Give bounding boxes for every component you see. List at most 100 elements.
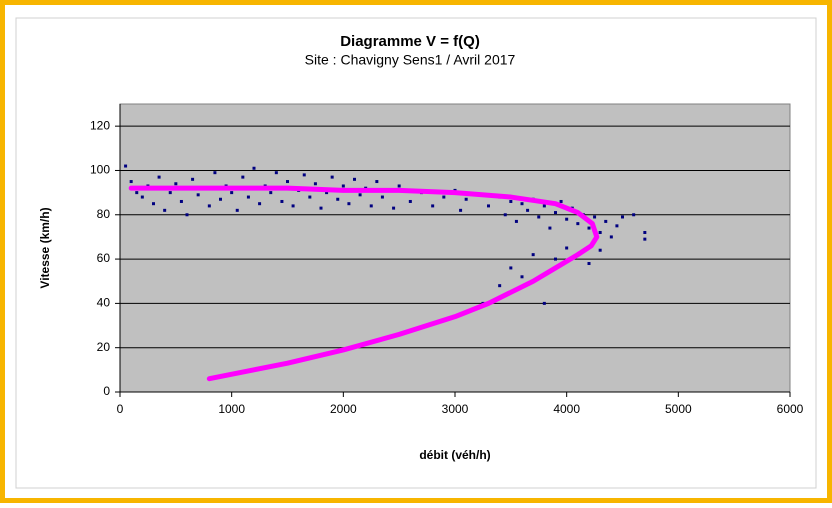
y-axis-label: Vitesse (km/h) (38, 207, 52, 288)
scatter-point (179, 199, 183, 203)
scatter-point (498, 284, 502, 288)
scatter-point (598, 248, 602, 252)
scatter-point (174, 182, 178, 186)
chart-title: Diagramme V = f(Q) (340, 33, 480, 50)
scatter-point (487, 204, 490, 208)
scatter-point (341, 184, 345, 188)
scatter-point (230, 191, 234, 195)
scatter-point (269, 191, 273, 195)
scatter-point (509, 199, 513, 203)
scatter-point (213, 171, 217, 175)
scatter-point (291, 204, 295, 208)
scatter-point (207, 204, 211, 208)
scatter-point (503, 213, 507, 217)
scatter-point (609, 235, 613, 239)
scatter-point (135, 191, 139, 195)
scatter-point (598, 230, 602, 234)
x-tick-label: 1000 (218, 402, 245, 416)
scatter-point (129, 180, 133, 184)
scatter-point (140, 195, 144, 199)
scatter-point (157, 175, 161, 179)
x-tick-label: 4000 (553, 402, 580, 416)
scatter-point (554, 257, 557, 261)
scatter-point (542, 204, 546, 208)
scatter-point (196, 193, 200, 197)
scatter-point (643, 237, 647, 241)
scatter-point (353, 177, 356, 181)
scatter-point (274, 171, 278, 175)
scatter-point (632, 213, 636, 217)
scatter-point (392, 206, 396, 210)
scatter-point (330, 175, 334, 179)
scatter-point (408, 199, 412, 203)
scatter-point (185, 213, 189, 217)
scatter-point (464, 197, 468, 201)
scatter-point (336, 197, 340, 201)
scatter-point (163, 208, 167, 212)
y-tick-label: 60 (97, 251, 111, 265)
scatter-point (643, 230, 647, 234)
scatter-point (258, 202, 262, 206)
scatter-point (621, 215, 624, 219)
scatter-point (531, 253, 535, 257)
y-tick-label: 100 (90, 163, 110, 177)
scatter-point (246, 195, 250, 199)
x-tick-label: 6000 (777, 402, 804, 416)
scatter-point (509, 266, 513, 270)
scatter-point (604, 219, 608, 223)
x-tick-label: 0 (117, 402, 124, 416)
scatter-point (313, 182, 317, 186)
chart-subtitle: Site : Chavigny Sens1 / Avril 2017 (305, 52, 516, 68)
y-tick-label: 20 (97, 340, 111, 354)
scatter-point (459, 208, 463, 212)
scatter-point (431, 204, 435, 208)
scatter-point (280, 199, 284, 203)
scatter-point (369, 204, 373, 208)
x-tick-label: 5000 (665, 402, 692, 416)
scatter-point (576, 222, 580, 226)
scatter-point (308, 195, 312, 199)
scatter-point (235, 208, 239, 212)
scatter-point (593, 215, 597, 219)
scatter-point (442, 195, 446, 199)
fit-curve (128, 185, 600, 382)
scatter-point (347, 202, 351, 206)
scatter-point (168, 191, 172, 195)
scatter-point (537, 215, 541, 219)
scatter-point (380, 195, 384, 199)
scatter-point (542, 301, 546, 305)
scatter-point (219, 197, 222, 201)
scatter-point (587, 226, 591, 230)
scatter-point (554, 211, 557, 215)
scatter-point (520, 275, 524, 279)
x-tick-label: 3000 (442, 402, 469, 416)
scatter-point (358, 193, 362, 197)
scatter-point (514, 219, 518, 223)
scatter-point (302, 173, 306, 177)
scatter-point (587, 262, 591, 266)
scatter-point (397, 184, 401, 188)
scatter-point (375, 180, 379, 184)
x-tick-label: 2000 (330, 402, 357, 416)
x-axis-label: débit (véh/h) (419, 448, 490, 462)
scatter-point (319, 206, 323, 210)
scatter-point (565, 246, 569, 250)
scatter-point (152, 202, 155, 206)
scatter-point (124, 164, 128, 168)
scatter-point (286, 180, 289, 184)
y-tick-label: 120 (90, 118, 110, 132)
scatter-point (548, 226, 552, 230)
scatter-point (325, 191, 329, 195)
y-tick-label: 80 (97, 207, 111, 221)
scatter-point (241, 175, 245, 179)
plot-area (119, 103, 791, 393)
scatter-point (559, 199, 563, 203)
scatter-point (252, 166, 256, 170)
scatter-point (615, 224, 619, 228)
y-tick-label: 40 (97, 296, 111, 310)
y-tick-label: 0 (103, 384, 110, 398)
scatter-point (565, 217, 569, 221)
scatter-point (191, 177, 195, 181)
scatter-point (526, 208, 530, 212)
